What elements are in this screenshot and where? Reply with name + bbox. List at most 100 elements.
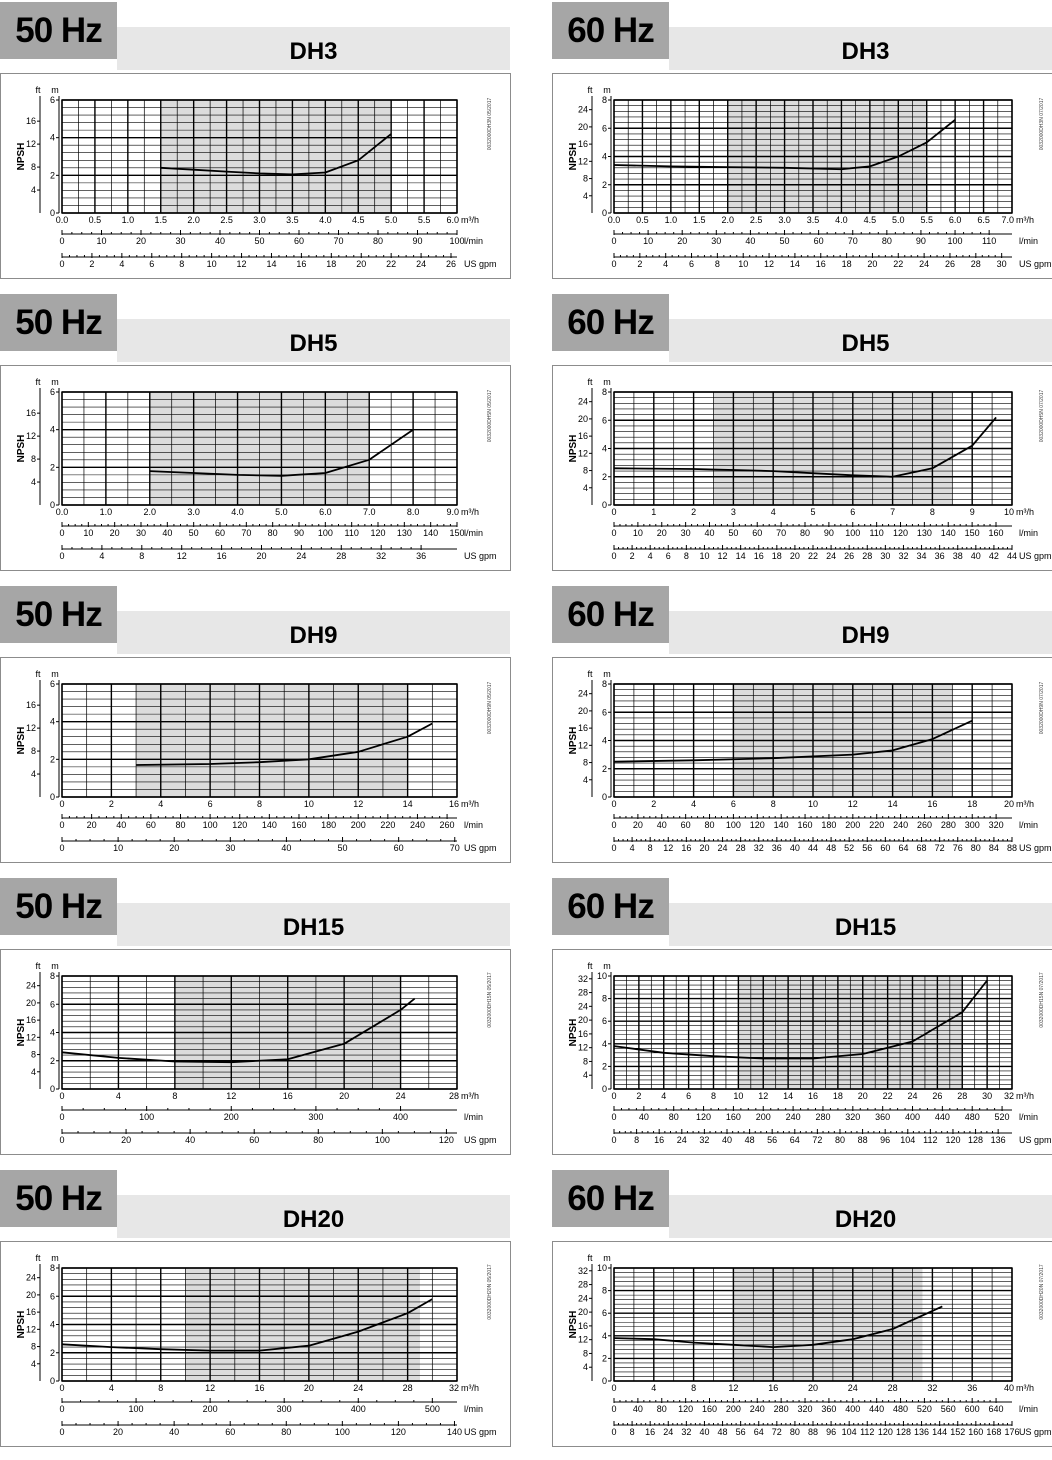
- x-tick-label: 0: [59, 1383, 64, 1393]
- gpm-tick-label: 0: [59, 843, 64, 853]
- x-tick-label: 8: [158, 1383, 163, 1393]
- ft-tick-label: 32: [578, 1266, 588, 1276]
- gpm-tick-label: 16: [654, 1135, 664, 1145]
- x-tick-label: 0.5: [636, 215, 649, 225]
- m-tick-label: 2: [50, 170, 55, 180]
- lmin-tick-label: 180: [821, 820, 836, 830]
- chart-frame: 0 2 4 6 8 10 4 8 12 16 20 24 28 32 ft m NPSH 0 4 8 12 16 20 24 2…: [552, 1241, 1052, 1447]
- lmin-tick-label: 0: [59, 1112, 64, 1122]
- x-tick-label: 4.0: [319, 215, 332, 225]
- gpm-tick-label: 14: [266, 259, 276, 269]
- gpm-tick-label: 12: [663, 843, 673, 853]
- lmin-tick-label: 180: [321, 820, 336, 830]
- plot-border: [613, 99, 1013, 214]
- ft-tick-label: 8: [31, 746, 36, 756]
- ft-tick-label: 12: [578, 1335, 588, 1345]
- model-title: DH3: [669, 27, 1052, 70]
- lmin-tick-label: 80: [705, 820, 715, 830]
- gpm-tick-label: 70: [450, 843, 460, 853]
- gpm-tick-label: 60: [880, 843, 890, 853]
- lmin-tick-label: 20: [677, 236, 687, 246]
- lmin-unit-label: l/min: [464, 236, 483, 246]
- gpm-tick-label: 0: [59, 259, 64, 269]
- gpm-tick-label: 24: [718, 843, 728, 853]
- lmin-tick-label: 50: [254, 236, 264, 246]
- y-axis-title: NPSH: [16, 435, 27, 463]
- lmin-tick-label: 220: [380, 820, 395, 830]
- gpm-tick-label: 20: [169, 843, 179, 853]
- model-title: DH20: [117, 1195, 510, 1238]
- gpm-tick-label: 0: [611, 551, 616, 561]
- lmin-tick-label: 10: [633, 528, 643, 538]
- ft-tick-label: 4: [583, 191, 588, 201]
- gpm-tick-label: 8: [684, 551, 689, 561]
- gpm-tick-label: 60: [249, 1135, 259, 1145]
- gpm-tick-label: 0: [611, 1427, 616, 1437]
- gpm-tick-label: 26: [844, 551, 854, 561]
- gpm-tick-label: 140: [447, 1427, 462, 1437]
- plot-border: [613, 975, 1013, 1090]
- lmin-tick-label: 480: [965, 1112, 980, 1122]
- lmin-tick-label: 200: [224, 1112, 239, 1122]
- model-title: DH15: [117, 903, 510, 946]
- lmin-tick-label: 500: [425, 1404, 440, 1414]
- lmin-tick-label: 560: [941, 1404, 956, 1414]
- gpm-tick-label: 72: [812, 1135, 822, 1145]
- m-tick-label: 0: [50, 500, 55, 510]
- x-tick-label: 3.0: [187, 507, 200, 517]
- x-tick-label: 16: [283, 1091, 293, 1101]
- x-tick-label: 1.5: [693, 215, 706, 225]
- ft-tick-label: 16: [578, 431, 588, 441]
- lmin-tick-label: 40: [745, 236, 755, 246]
- x-tick-label: 2.0: [144, 507, 157, 517]
- document-code: 0032000DH5N 05/2017: [487, 390, 493, 443]
- npsh-curve: [613, 416, 997, 478]
- m-unit-label: m: [603, 377, 611, 387]
- lmin-unit-label: l/min: [1019, 528, 1038, 538]
- gpm-tick-label: 128: [896, 1427, 911, 1437]
- ft-tick-label: 24: [578, 689, 588, 699]
- lmin-tick-label: 30: [136, 528, 146, 538]
- gpm-tick-label: 88: [808, 1427, 818, 1437]
- model-title: DH9: [117, 611, 510, 654]
- y-axis-title: NPSH: [16, 143, 27, 171]
- gpm-tick-label: 0: [611, 843, 616, 853]
- lmin-tick-label: 70: [776, 528, 786, 538]
- x-tick-label: 7.0: [363, 507, 376, 517]
- ft-tick-label: 4: [31, 477, 36, 487]
- x-tick-label: 0: [59, 799, 64, 809]
- lmin-tick-label: 40: [704, 528, 714, 538]
- gpm-tick-label: 120: [439, 1135, 454, 1145]
- lmin-tick-label: 100: [318, 528, 333, 538]
- x-tick-label: 4.0: [835, 215, 848, 225]
- gpm-tick-label: 26: [945, 259, 955, 269]
- x-tick-label: 4.0: [231, 507, 244, 517]
- lmin-tick-label: 120: [696, 1112, 711, 1122]
- plot-border: [61, 975, 458, 1090]
- lmin-tick-label: 0: [611, 1112, 616, 1122]
- y-axis-title: NPSH: [16, 727, 27, 755]
- lmin-tick-label: 110: [982, 236, 996, 246]
- ft-tick-label: 4: [31, 185, 36, 195]
- chart-frame: 0 2 4 6 8 4 8 12 16 20 24 ft m NPSH 0.0 0.5 1.0 1.5 2.0 2.5…: [552, 73, 1052, 279]
- lmin-tick-label: 20: [633, 820, 643, 830]
- gpm-tick-label: 96: [880, 1135, 890, 1145]
- chart-frame: 0 2 4 6 8 4 8 12 16 20 24 ft m NPSH 0 4 8 12 16 20 24 28 32 m³/…: [0, 1241, 511, 1447]
- document-code: 0032000DH5N 07/2017: [1039, 390, 1045, 443]
- lmin-tick-label: 10: [96, 236, 106, 246]
- x-tick-label: 24: [353, 1383, 363, 1393]
- gpm-tick-label: 80: [835, 1135, 845, 1145]
- lmin-tick-label: 280: [815, 1112, 830, 1122]
- x-tick-label: 3.0: [778, 215, 791, 225]
- m-tick-label: 0: [50, 1084, 55, 1094]
- document-code: 0032000DH20N 05/2017: [487, 1264, 493, 1320]
- gpm-tick-label: 8: [648, 843, 653, 853]
- x-tick-label: 32: [927, 1383, 937, 1393]
- lmin-tick-label: 120: [893, 528, 908, 538]
- lmin-tick-label: 260: [917, 820, 932, 830]
- chart-frame: 0 2 4 6 4 8 12 16 ft m NPSH 0.0 0.5 1.0 1.5 2.0 2.5 3.0 3.…: [0, 73, 511, 279]
- chart-panel-dh3-50hz: 50 Hz DH3 0 2 4 6 4 8 12 16 ft m NPSH 0.0 0.5 1.0 1.5 2.0…: [0, 2, 511, 292]
- x-tick-label: 12: [205, 1383, 215, 1393]
- x-tick-label: 3: [731, 507, 736, 517]
